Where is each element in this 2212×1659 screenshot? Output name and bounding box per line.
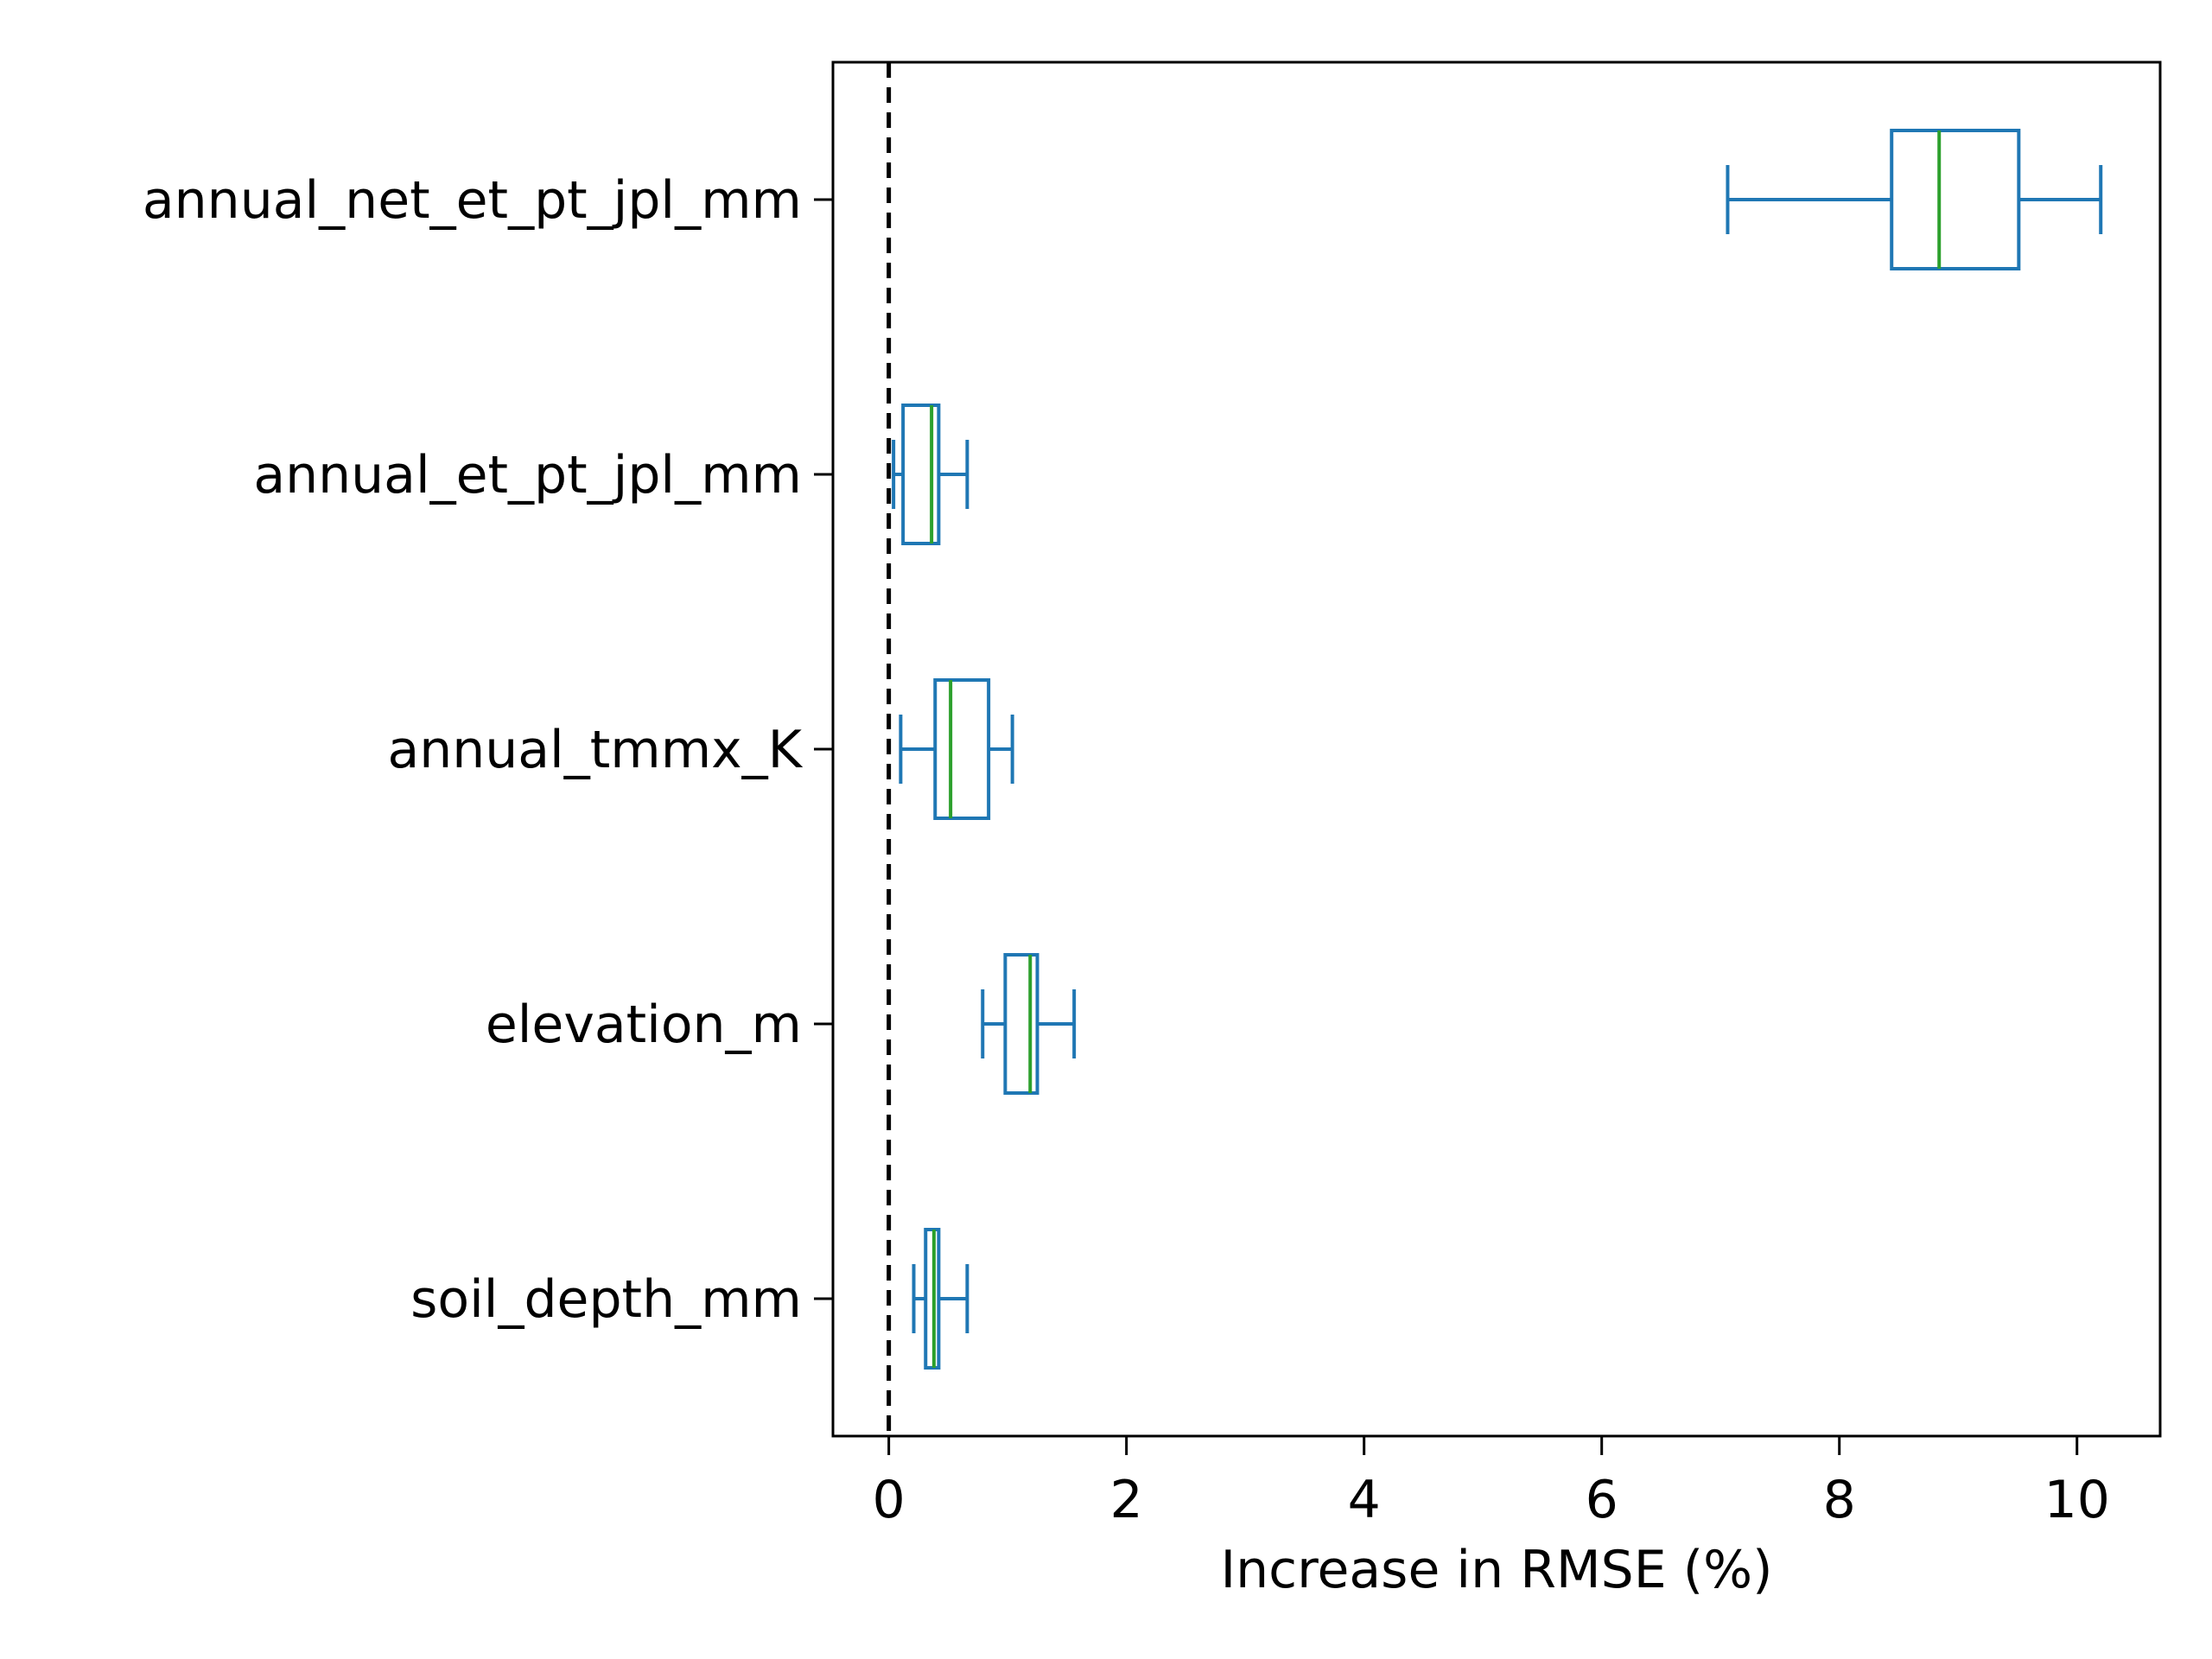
x-tick-label: 0 bbox=[873, 1470, 906, 1530]
x-tick-label: 2 bbox=[1110, 1470, 1143, 1530]
y-tick-label: annual_net_et_pt_jpl_mm bbox=[143, 170, 802, 231]
iqr-box bbox=[933, 678, 991, 820]
box-annual_tmmx_K bbox=[899, 678, 1014, 820]
box-annual_net_et_pt_jpl_mm bbox=[1726, 129, 2103, 270]
box-soil_depth_mm bbox=[912, 1228, 969, 1370]
y-tick-label: annual_et_pt_jpl_mm bbox=[253, 445, 802, 505]
y-tick-label: annual_tmmx_K bbox=[387, 720, 803, 780]
iqr-box bbox=[1003, 953, 1039, 1095]
x-tick-label: 6 bbox=[1586, 1470, 1618, 1530]
box-annual_et_pt_jpl_mm bbox=[892, 404, 969, 545]
y-tick-label: soil_depth_mm bbox=[410, 1269, 802, 1330]
iqr-box bbox=[1890, 129, 2021, 270]
y-tick-label: elevation_m bbox=[486, 995, 802, 1055]
axes-frame bbox=[831, 60, 2162, 1438]
plot-area bbox=[887, 62, 2103, 1436]
iqr-box bbox=[924, 1228, 941, 1370]
x-tick-label: 10 bbox=[2044, 1470, 2110, 1530]
x-tick-label: 8 bbox=[1823, 1470, 1856, 1530]
x-tick-label: 4 bbox=[1348, 1470, 1381, 1530]
y-axis: annual_net_et_pt_jpl_mm annual_et_pt_jpl_… bbox=[143, 170, 833, 1330]
x-axis-label: Increase in RMSE (%) bbox=[1220, 1540, 1772, 1600]
iqr-box bbox=[901, 404, 941, 545]
box-elevation_m bbox=[981, 953, 1077, 1095]
x-axis: 0 2 4 6 8 10 bbox=[873, 1436, 2110, 1530]
